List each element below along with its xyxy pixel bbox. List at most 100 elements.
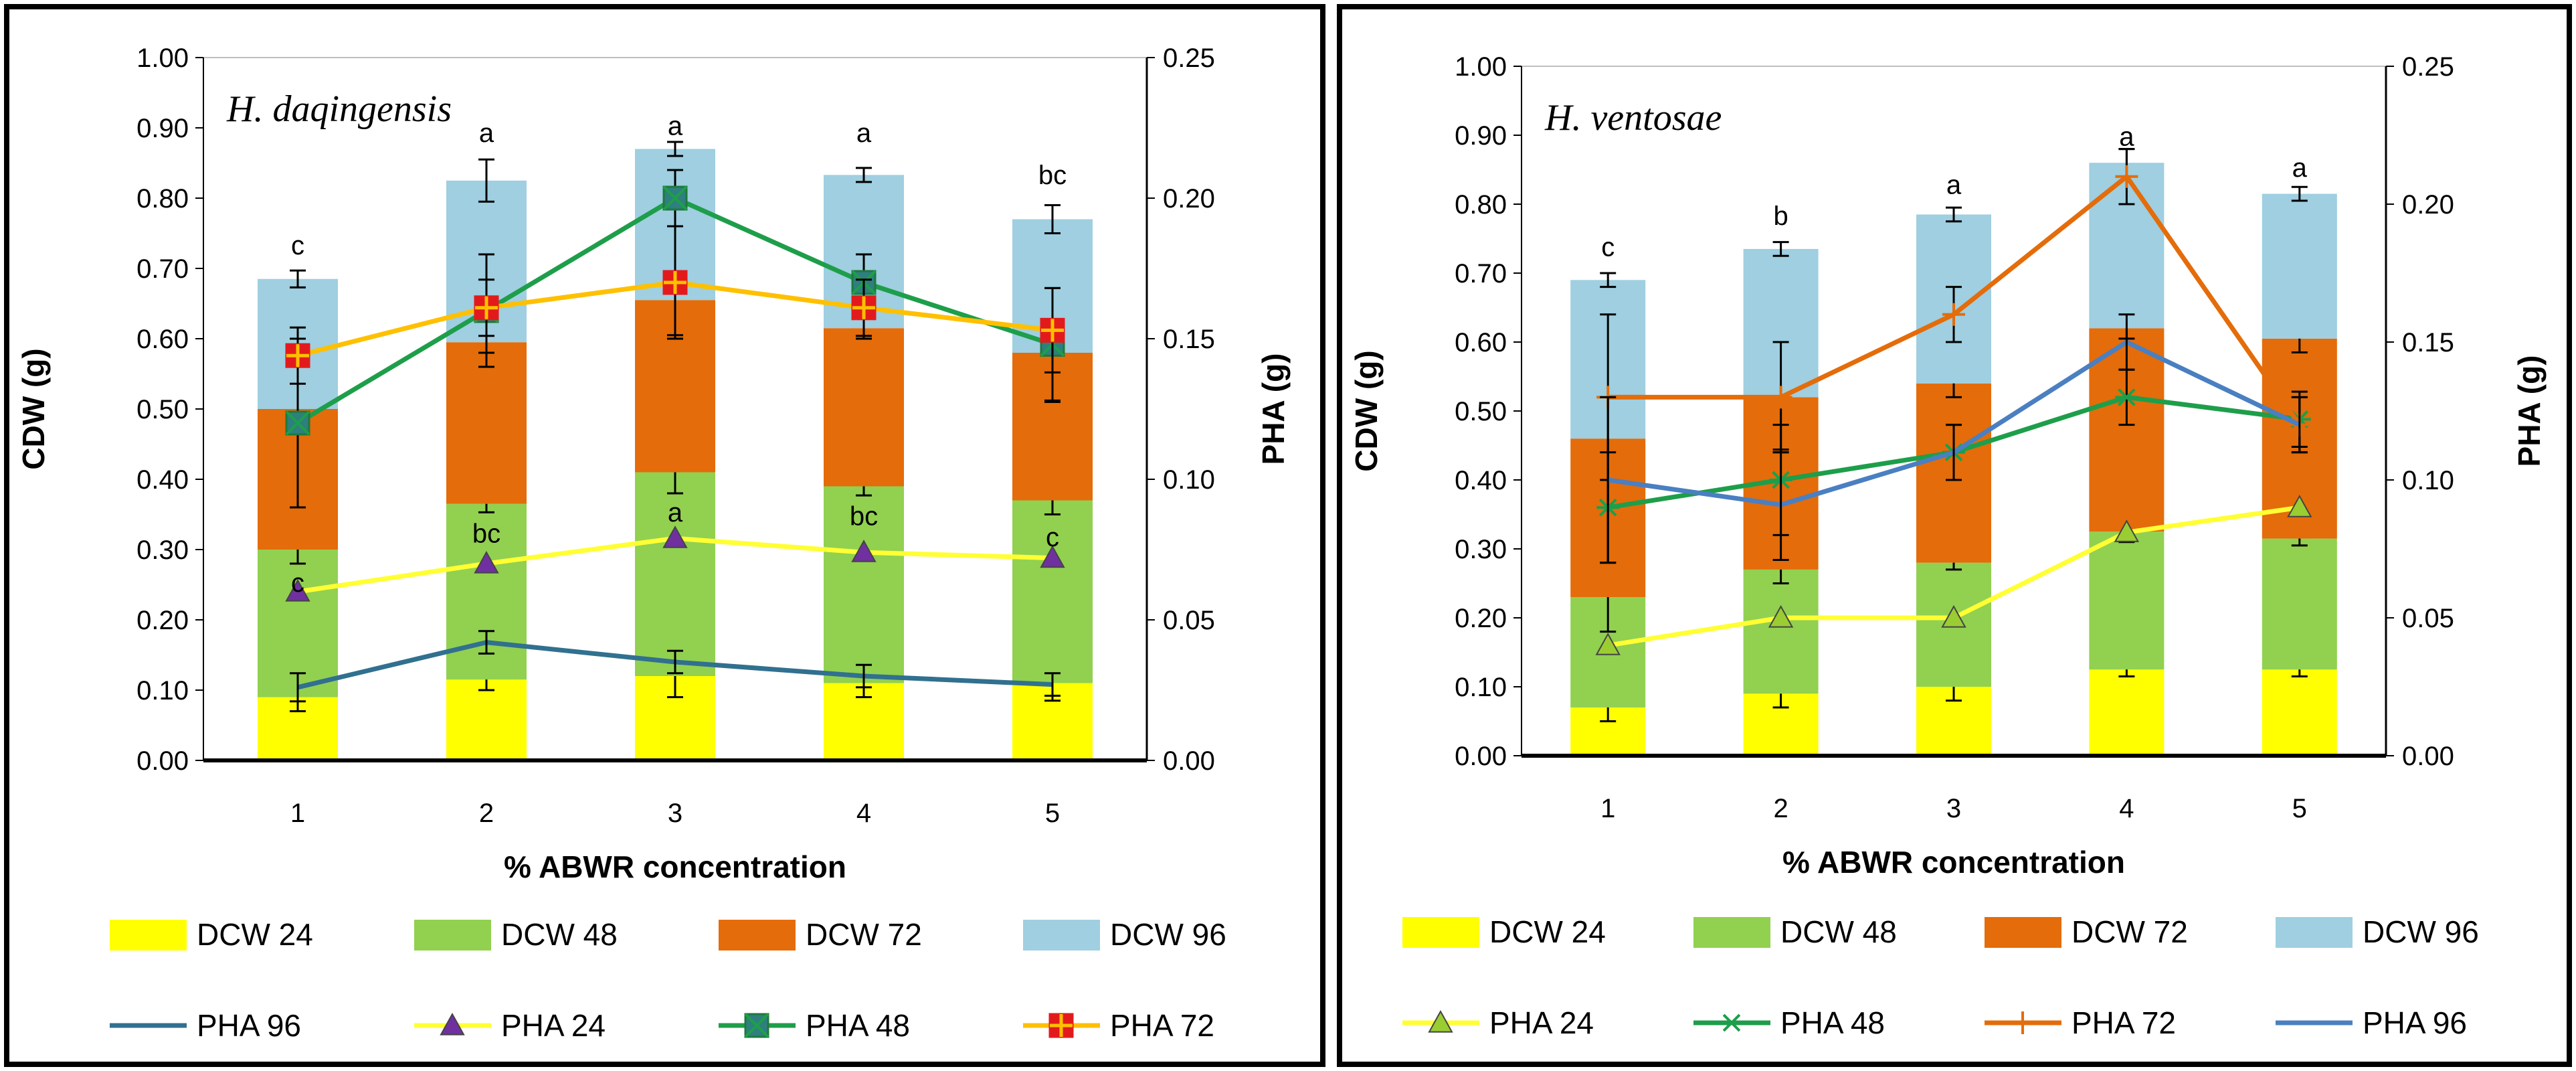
- point-pha-24-5: [2287, 495, 2312, 517]
- significance-label: a: [668, 498, 683, 527]
- bar-dcw-72-4: [824, 328, 904, 487]
- x-tick-label: 1: [1600, 794, 1615, 823]
- point-pha-72-3: [662, 270, 688, 295]
- point-pha-24-1: [285, 578, 310, 602]
- x-tick-label: 4: [2119, 794, 2134, 823]
- legend-item-dcw-72: DCW 72: [719, 917, 922, 952]
- significance-label: bc: [472, 519, 500, 549]
- chart-h-daqingensis: 0.00 0.10 0.20 0.30 0.40 0.50 0.60 0.70 0.80 0.90…: [16, 44, 1291, 1043]
- point-pha-24-2: [1768, 604, 1794, 628]
- legend-item-pha-96: PHA 96: [2276, 1005, 2467, 1040]
- legend-swatch-dcw-48: [414, 920, 491, 951]
- y2-tick-label: 0.25: [2402, 52, 2454, 82]
- chart-title: H. daqingensis: [226, 88, 452, 130]
- y2-tick-label: 0.00: [2402, 742, 2454, 771]
- y2-axis-title: PHA (g): [1256, 353, 1291, 465]
- y2-tick-label: 0.15: [2402, 328, 2454, 357]
- bar-dcw-48-3: [635, 472, 715, 676]
- error-bar-pha-96-2: [1772, 448, 1789, 561]
- point-pha-72-3: [1942, 303, 1965, 326]
- bar-dcw-24-4: [2089, 669, 2165, 756]
- legend-marker-pha-24: [1428, 1009, 1453, 1033]
- legend-label-dcw-48: DCW 48: [501, 917, 618, 952]
- legend-label-pha-96: PHA 96: [197, 1008, 301, 1043]
- error-bar-dcw-96-3: [1946, 206, 1962, 223]
- y-tick-label: 0.60: [136, 325, 189, 354]
- significance-label: a: [856, 118, 872, 148]
- point-pha-24-4: [851, 540, 877, 562]
- significance-label: a: [479, 118, 494, 148]
- legend-item-dcw-48: DCW 48: [1693, 914, 1897, 949]
- legend-label-dcw-96: DCW 96: [2363, 914, 2479, 949]
- legend-label-dcw-96: DCW 96: [1110, 917, 1226, 952]
- bar-dcw-96-5: [2262, 193, 2337, 339]
- error-bar-pha-96-4: [856, 663, 872, 689]
- y-tick-label: 0.90: [136, 114, 189, 143]
- legend-item-dcw-96: DCW 96: [2276, 914, 2479, 949]
- legend-label-dcw-48: DCW 48: [1780, 914, 1897, 949]
- y-tick-label: 0.70: [1455, 259, 1507, 289]
- legend-item-pha-24: PHA 24: [1402, 1005, 1594, 1040]
- y-tick-label: 0.70: [136, 254, 189, 284]
- chart-panel-h-ventosae: 0.00 0.10 0.20 0.30 0.40 0.50 0.60 0.70 0.80 0.90…: [1337, 4, 2572, 1067]
- legend-label-pha-24: PHA 24: [501, 1008, 606, 1043]
- x-axis-title: % ABWR concentration: [504, 849, 846, 884]
- point-pha-72-4: [851, 295, 877, 321]
- legend-swatch-dcw-24: [1402, 917, 1479, 948]
- bar-dcw-72-2: [446, 342, 527, 504]
- significance-label: a: [668, 112, 683, 141]
- significance-label: a: [1946, 171, 1962, 200]
- significance-label: a: [2119, 122, 2134, 151]
- x-tick-label: 5: [2292, 794, 2307, 823]
- y2-tick-label: 0.20: [2402, 190, 2454, 220]
- legend-marker-pha-48: [1720, 1013, 1743, 1032]
- legend-item-dcw-48: DCW 48: [414, 917, 618, 952]
- x-tick-label: 5: [1045, 799, 1060, 828]
- legend-label-dcw-24: DCW 24: [197, 917, 313, 952]
- point-pha-72-1: [285, 343, 310, 368]
- point-pha-72-2: [474, 295, 499, 321]
- legend-item-pha-72: PHA 72: [1985, 1005, 2176, 1040]
- y-tick-label: 0.20: [136, 606, 189, 635]
- y-tick-label: 0.30: [136, 536, 189, 565]
- legend-item-dcw-96: DCW 96: [1023, 917, 1226, 952]
- significance-label: c: [1601, 232, 1615, 262]
- error-bar-pha-96-3: [667, 649, 683, 675]
- bar-dcw-48-5: [2262, 538, 2337, 670]
- error-bar-dcw-96-1: [290, 269, 306, 289]
- y-tick-label: 0.00: [136, 746, 189, 776]
- significance-label: c: [291, 231, 304, 260]
- significance-label: bc: [1038, 161, 1067, 190]
- y-tick-label: 1.00: [136, 44, 189, 73]
- point-pha-24-5: [1040, 545, 1065, 568]
- point-pha-24-1: [1595, 633, 1621, 655]
- y2-tick-label: 0.05: [2402, 604, 2454, 633]
- y2-tick-label: 0.00: [1163, 746, 1215, 776]
- legend-item-pha-48: PHA 48: [1693, 1005, 1885, 1040]
- legend-label-dcw-72: DCW 72: [806, 917, 922, 952]
- error-bar-dcw-96-5: [2291, 185, 2308, 202]
- point-pha-72-5: [1040, 317, 1065, 343]
- y-tick-label: 0.10: [1455, 673, 1507, 702]
- legend-label-pha-24: PHA 24: [1489, 1005, 1594, 1040]
- legend-label-pha-48: PHA 48: [806, 1008, 910, 1043]
- point-pha-72-2: [1769, 386, 1792, 409]
- x-tick-label: 1: [290, 799, 305, 828]
- y-axis-title: CDW (g): [1349, 350, 1384, 471]
- y-tick-label: 0.20: [1455, 604, 1507, 633]
- bar-dcw-48-4: [824, 486, 904, 683]
- y-tick-label: 0.80: [1455, 190, 1507, 220]
- point-pha-72-4: [2115, 165, 2138, 188]
- bar-dcw-48-2: [1743, 569, 1819, 694]
- legend-label-pha-72: PHA 72: [1110, 1008, 1214, 1043]
- error-bar-pha-96-5: [1044, 672, 1061, 697]
- legend-label-pha-48: PHA 48: [1780, 1005, 1885, 1040]
- error-bar-pha-96-1: [290, 672, 306, 703]
- legend-item-pha-24: PHA 24: [414, 1008, 606, 1043]
- x-tick-label: 4: [856, 799, 871, 828]
- legend-item-dcw-24: DCW 24: [110, 917, 313, 952]
- error-bar-pha-96-1: [1600, 396, 1617, 564]
- legend-swatch-dcw-96: [2276, 917, 2353, 948]
- legend-label-pha-72: PHA 72: [2072, 1005, 2176, 1040]
- y-tick-label: 0.90: [1455, 121, 1507, 151]
